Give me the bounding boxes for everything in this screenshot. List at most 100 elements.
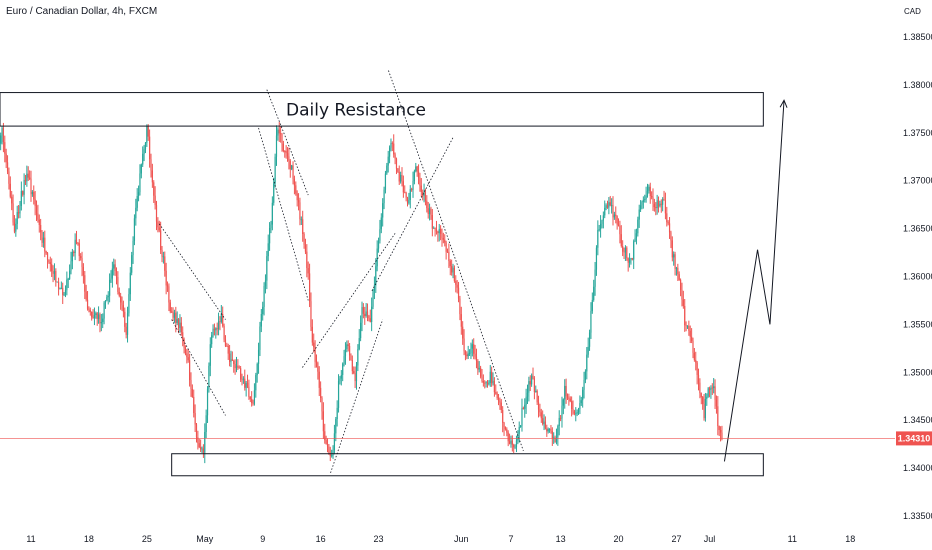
last-price-layer: 1.34310 [0, 431, 932, 446]
candle-body [154, 195, 156, 206]
trendline[interactable] [302, 233, 396, 368]
candle-body [57, 281, 60, 289]
candle-body [191, 388, 193, 397]
candle-body [125, 326, 127, 335]
candle-body [455, 280, 457, 285]
price-axis[interactable]: 1.38500 1.38000 1.37500 1.37000 1.36500 1.360… [903, 32, 932, 521]
candle-body [342, 363, 344, 375]
candle-body [416, 166, 418, 172]
candle-body [424, 191, 427, 201]
candle-body [573, 411, 575, 414]
trendline[interactable] [158, 223, 226, 320]
trendline[interactable] [266, 89, 309, 196]
trendline[interactable] [388, 70, 524, 451]
candle-body [699, 382, 701, 394]
candle-body [164, 256, 166, 271]
time-axis[interactable]: 11 18 25 May 9 16 23 Jun 7 13 20 27 Jul 11 18 [26, 534, 855, 544]
candle-body [656, 200, 658, 209]
candle-body [151, 170, 153, 183]
candle-body [622, 245, 624, 252]
candle-body [150, 159, 152, 171]
candle-body [415, 166, 417, 172]
candle-body [652, 197, 654, 204]
resistance-zone[interactable] [0, 92, 764, 127]
candle-body [536, 390, 538, 403]
candle-body [664, 200, 667, 214]
candle-body [531, 375, 533, 385]
candle-body [351, 360, 353, 372]
candle-body [129, 272, 131, 295]
candle-body [292, 165, 294, 179]
support-zone[interactable] [171, 453, 764, 477]
candle-body [248, 386, 250, 397]
candle-body [131, 255, 133, 273]
candle-body [642, 199, 644, 203]
candle-body [663, 199, 665, 201]
candle-body [120, 295, 122, 303]
candle-body [604, 207, 606, 216]
candle-body [4, 142, 6, 154]
candle-body [103, 302, 105, 319]
candle-body [648, 186, 650, 191]
candle-body [306, 251, 308, 269]
candle-body [328, 446, 330, 454]
candle-body [99, 314, 101, 324]
candle-body [86, 299, 89, 309]
candle-body [628, 258, 631, 263]
candle-body [405, 192, 407, 198]
candle-body [708, 388, 711, 391]
candle-body [165, 270, 167, 286]
candle-body [177, 319, 180, 328]
candle-body [224, 339, 227, 346]
candle-body [67, 278, 69, 280]
candle-body [402, 181, 404, 193]
resistance-zone-label: Daily Resistance [286, 100, 426, 120]
candle-body [420, 185, 422, 193]
candle-body [522, 408, 524, 409]
candle-body [55, 270, 57, 282]
candle-body [704, 399, 707, 419]
candle-body [580, 400, 582, 404]
candle-body [280, 133, 282, 135]
candle-body [114, 264, 116, 272]
symbol-title: Euro / Canadian Dollar, 4h, FXCM [6, 6, 158, 17]
trendline[interactable] [330, 319, 384, 474]
candle-body [423, 191, 425, 196]
candle-body [397, 168, 399, 172]
candle-body [503, 422, 505, 428]
candle-body [710, 387, 712, 391]
candle-body [89, 310, 91, 313]
candle-body [325, 440, 327, 445]
candle-body [220, 314, 222, 322]
candle-body [246, 382, 249, 387]
candle-body [308, 273, 311, 302]
candle-body [304, 244, 307, 252]
candle-body [702, 397, 704, 404]
candle-body [366, 311, 369, 316]
candle-body [2, 128, 5, 143]
candle-body [212, 328, 214, 336]
candle-body [278, 129, 280, 134]
candle-body [337, 381, 340, 408]
candle-body [314, 347, 316, 362]
candle-body [52, 271, 54, 274]
candle-body [344, 349, 347, 357]
candle-body [62, 287, 64, 295]
candle-body [435, 229, 438, 232]
trendline[interactable] [371, 137, 454, 292]
candle-body [270, 224, 272, 228]
candle-body [230, 359, 232, 362]
candle-body [657, 200, 660, 207]
trendline[interactable] [258, 127, 309, 301]
candle-body [180, 322, 182, 333]
candle-body [713, 386, 715, 389]
candle-body [182, 332, 184, 340]
candle-body [30, 178, 32, 195]
projection-path[interactable] [723, 100, 785, 462]
candle-body [659, 203, 661, 207]
candle-body [0, 135, 2, 144]
candle-body [93, 314, 96, 319]
candle-body [209, 344, 211, 366]
candle-body [183, 339, 185, 349]
